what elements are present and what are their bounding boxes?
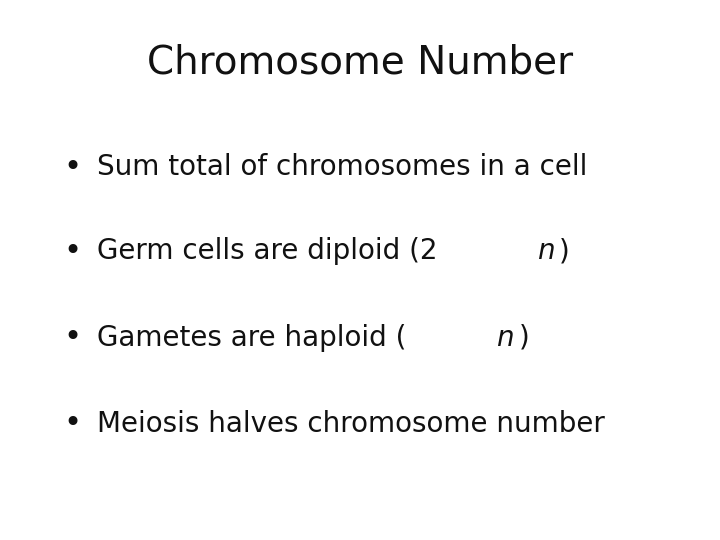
Text: Gametes are haploid (: Gametes are haploid ( (97, 323, 407, 352)
Text: •: • (63, 153, 81, 182)
Text: Chromosome Number: Chromosome Number (147, 43, 573, 81)
Text: Germ cells are diploid (2: Germ cells are diploid (2 (97, 237, 438, 265)
Text: ): ) (559, 237, 570, 265)
Text: n: n (496, 323, 514, 352)
Text: ): ) (519, 323, 530, 352)
Text: •: • (63, 409, 81, 438)
Text: Sum total of chromosomes in a cell: Sum total of chromosomes in a cell (97, 153, 588, 181)
Text: •: • (63, 323, 81, 352)
Text: n: n (536, 237, 554, 265)
Text: Meiosis halves chromosome number: Meiosis halves chromosome number (97, 410, 605, 438)
Text: •: • (63, 237, 81, 266)
